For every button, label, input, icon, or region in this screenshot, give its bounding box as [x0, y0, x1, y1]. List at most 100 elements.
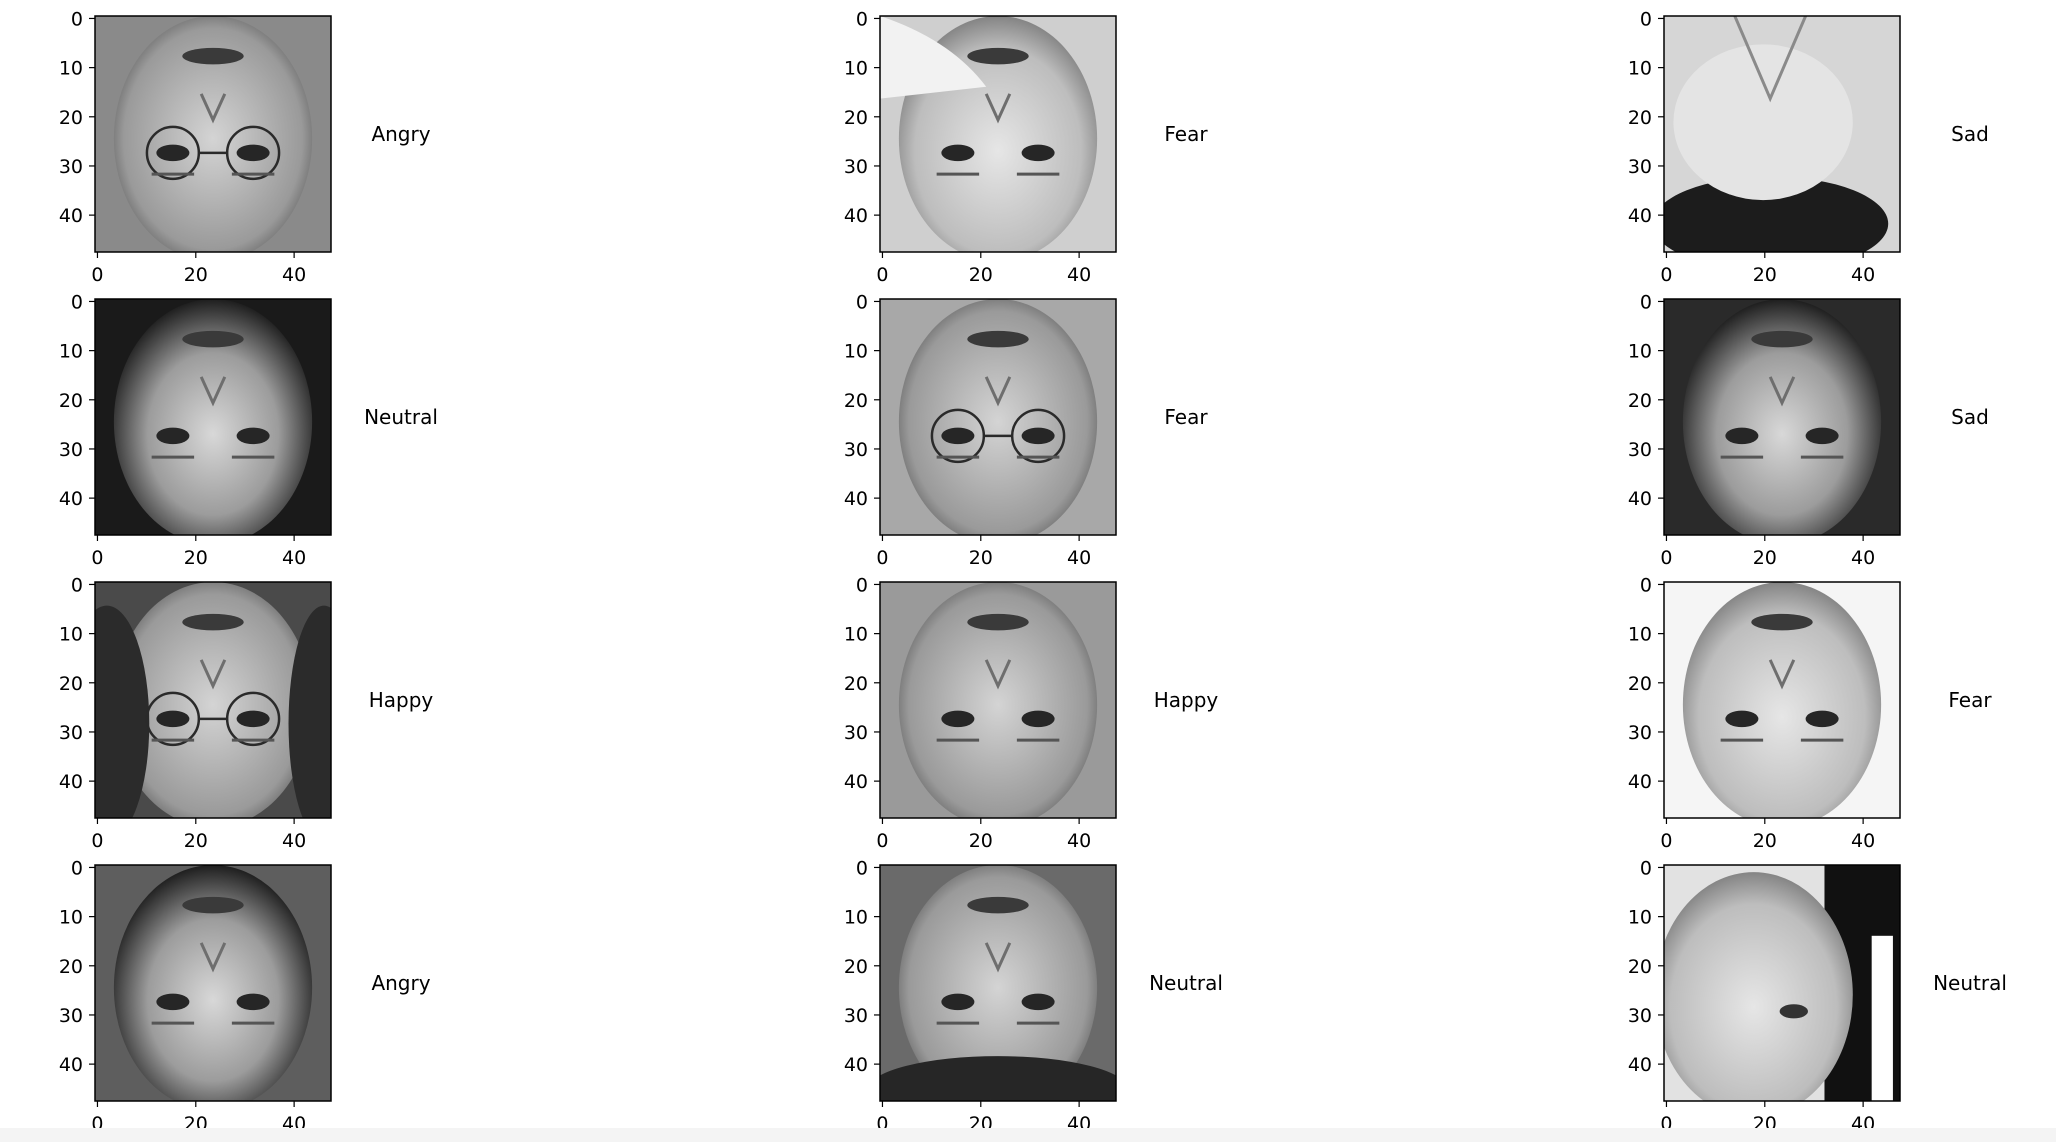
axes-frame — [879, 15, 1117, 253]
x-tick-label: 0 — [1660, 547, 1672, 569]
x-tick-label: 40 — [1067, 264, 1091, 286]
x-tick-label: 0 — [876, 547, 888, 569]
emotion-label: Angry — [371, 122, 430, 146]
y-tick-label: 0 — [71, 857, 83, 879]
x-tick-label: 20 — [969, 830, 993, 852]
y-tick-label: 10 — [844, 341, 868, 363]
y-tick-label: 10 — [59, 624, 83, 646]
face-image — [95, 865, 331, 1101]
y-tick-label: 0 — [856, 574, 868, 596]
x-tick-label: 20 — [184, 547, 208, 569]
x-tick-label: 40 — [1067, 547, 1091, 569]
y-tick-label: 20 — [59, 956, 83, 978]
face-image — [1664, 299, 1900, 535]
y-tick-label: 30 — [59, 722, 83, 744]
y-tick-label: 30 — [59, 1005, 83, 1027]
x-tick-label: 0 — [1660, 264, 1672, 286]
axes-frame — [1663, 581, 1901, 819]
face-image — [880, 16, 1116, 252]
axes-frame — [1663, 864, 1901, 1102]
y-tick-label: 30 — [59, 439, 83, 461]
emotion-label: Sad — [1951, 122, 1989, 146]
y-tick-label: 30 — [1628, 156, 1652, 178]
x-tick-label: 20 — [184, 830, 208, 852]
y-tick-label: 30 — [844, 722, 868, 744]
x-tick-label: 0 — [91, 264, 103, 286]
y-tick-label: 0 — [1640, 857, 1652, 879]
y-tick-label: 10 — [844, 58, 868, 80]
y-tick-label: 10 — [844, 624, 868, 646]
image-panel: 0 10 20 30 40 0 20 40 Angry — [59, 8, 431, 286]
y-tick-label: 10 — [1628, 58, 1652, 80]
x-tick-label: 0 — [91, 547, 103, 569]
y-tick-label: 20 — [844, 956, 868, 978]
image-panel: 0 10 20 30 40 0 20 40 Happy — [59, 574, 434, 852]
axes-frame — [94, 15, 332, 253]
axes-frame — [879, 298, 1117, 536]
y-tick-label: 30 — [844, 439, 868, 461]
x-tick-label: 40 — [282, 264, 306, 286]
y-tick-label: 20 — [844, 107, 868, 129]
emotion-label: Fear — [1164, 122, 1208, 146]
y-tick-label: 40 — [844, 205, 868, 227]
face-image — [95, 16, 331, 252]
panel-grid: 0 10 20 30 40 0 20 40 Angry 0 10 20 30 40 0 20 40 Fear 0 10… — [59, 8, 2007, 1135]
y-tick-label: 20 — [1628, 673, 1652, 695]
y-tick-label: 40 — [59, 1054, 83, 1076]
y-tick-label: 30 — [844, 1005, 868, 1027]
emotion-label: Sad — [1951, 405, 1989, 429]
x-tick-label: 40 — [1067, 830, 1091, 852]
face-image — [880, 299, 1116, 535]
y-tick-label: 10 — [1628, 907, 1652, 929]
y-tick-label: 30 — [1628, 439, 1652, 461]
emotion-label: Neutral — [364, 405, 438, 429]
y-tick-label: 0 — [71, 291, 83, 313]
y-tick-label: 20 — [59, 390, 83, 412]
y-tick-label: 20 — [844, 673, 868, 695]
face-image — [95, 582, 331, 818]
x-tick-label: 20 — [1753, 264, 1777, 286]
y-tick-label: 10 — [844, 907, 868, 929]
y-tick-label: 0 — [856, 8, 868, 30]
x-tick-label: 40 — [1851, 547, 1875, 569]
y-tick-label: 10 — [59, 341, 83, 363]
y-tick-label: 10 — [59, 58, 83, 80]
image-panel: 0 10 20 30 40 0 20 40 Fear — [1628, 574, 1993, 852]
axes-frame — [94, 581, 332, 819]
image-panel: 0 10 20 30 40 0 20 40 Fear — [844, 291, 1209, 569]
emotion-label: Neutral — [1149, 971, 1223, 995]
page-footer-strip — [0, 1128, 2056, 1142]
axes-frame — [1663, 298, 1901, 536]
y-tick-label: 0 — [856, 291, 868, 313]
x-tick-label: 20 — [184, 264, 208, 286]
y-tick-label: 40 — [1628, 205, 1652, 227]
x-tick-label: 20 — [969, 264, 993, 286]
face-image — [1664, 582, 1900, 818]
emotion-label: Neutral — [1933, 971, 2007, 995]
y-tick-label: 40 — [1628, 771, 1652, 793]
y-tick-label: 30 — [59, 156, 83, 178]
y-tick-label: 40 — [59, 205, 83, 227]
x-tick-label: 20 — [1753, 830, 1777, 852]
face-image — [880, 865, 1116, 1101]
x-tick-label: 40 — [282, 830, 306, 852]
emotion-label: Happy — [1154, 688, 1219, 712]
x-tick-label: 20 — [1753, 547, 1777, 569]
y-tick-label: 40 — [59, 488, 83, 510]
x-tick-label: 0 — [876, 264, 888, 286]
y-tick-label: 0 — [856, 857, 868, 879]
y-tick-label: 20 — [59, 673, 83, 695]
y-tick-label: 30 — [844, 156, 868, 178]
x-tick-label: 20 — [969, 547, 993, 569]
y-tick-label: 0 — [1640, 291, 1652, 313]
axes-frame — [94, 864, 332, 1102]
y-tick-label: 0 — [71, 8, 83, 30]
y-tick-label: 10 — [1628, 341, 1652, 363]
y-tick-label: 20 — [1628, 107, 1652, 129]
x-tick-label: 40 — [1851, 264, 1875, 286]
y-tick-label: 20 — [1628, 390, 1652, 412]
